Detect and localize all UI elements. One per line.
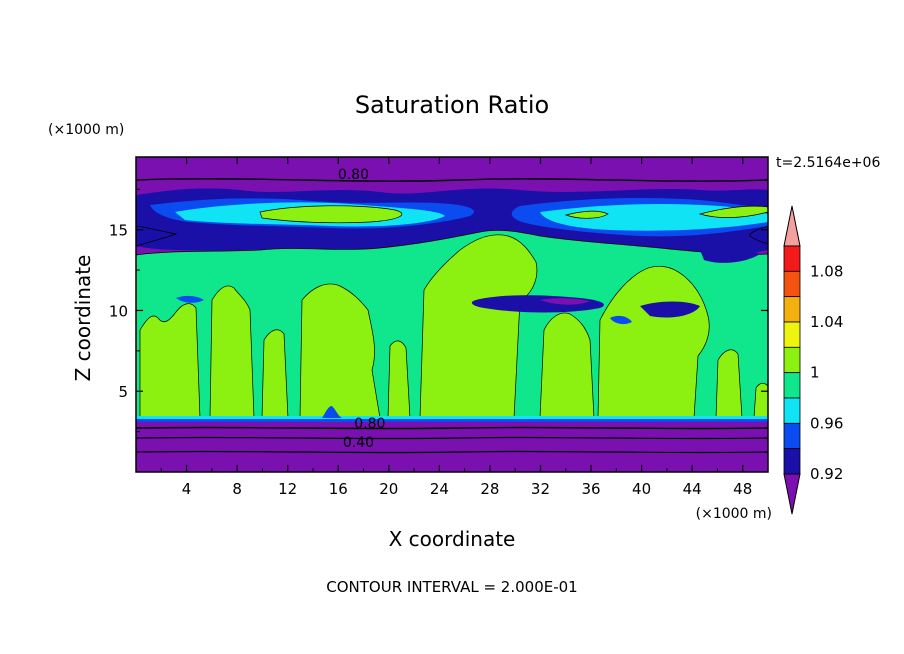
x-tick-label: 28 bbox=[480, 480, 499, 498]
y-tick-label: 15 bbox=[109, 222, 128, 240]
contour-line-lower-3 bbox=[136, 450, 768, 454]
colorbar-tick-label: 1.04 bbox=[810, 313, 843, 331]
contour-label: 0.40 bbox=[343, 435, 374, 451]
x-tick-label: 36 bbox=[581, 480, 600, 498]
colorbar-lower-triangle bbox=[783, 473, 801, 515]
contour-line-upper bbox=[136, 178, 768, 182]
upper-band-green-right bbox=[698, 205, 768, 218]
x-tick-label: 44 bbox=[683, 480, 702, 498]
x-tick-label: 4 bbox=[182, 480, 192, 498]
colorbar-tick-label: 1 bbox=[810, 364, 820, 382]
y-axis-label: Z coordinate bbox=[71, 255, 95, 382]
colorbar-box bbox=[783, 372, 801, 399]
updraft-column-7 bbox=[539, 312, 595, 419]
x-tick-label: 12 bbox=[278, 480, 297, 498]
updraft-column-1 bbox=[139, 303, 201, 419]
x-axis-ticks: 4 8 12 16 20 24 28 32 36 40 44 48 bbox=[160, 157, 752, 498]
contour-label: 0.80 bbox=[338, 167, 369, 183]
updraft-column-5 bbox=[387, 340, 411, 419]
updraft-column-2 bbox=[209, 285, 255, 419]
colorbar-box bbox=[783, 321, 801, 348]
updraft-column-6 bbox=[419, 234, 538, 419]
contour-labels: 0.80 0.80 0.40 bbox=[338, 167, 386, 451]
x-axis-label: X coordinate bbox=[389, 527, 516, 551]
contour-field bbox=[136, 157, 768, 472]
plot-frame bbox=[135, 156, 769, 473]
contour-interval-note: CONTOUR INTERVAL = 2.000E-01 bbox=[326, 578, 577, 596]
contour-label: 0.80 bbox=[354, 416, 385, 432]
y-tick-label: 5 bbox=[118, 383, 128, 401]
colorbar-box bbox=[783, 296, 801, 323]
x-tick-label: 8 bbox=[232, 480, 242, 498]
updraft-column-3 bbox=[261, 329, 289, 419]
colorbar-box bbox=[783, 397, 801, 424]
x-tick-label: 48 bbox=[733, 480, 752, 498]
lower-boundary-bump bbox=[322, 406, 342, 418]
upper-band-cyan-right bbox=[540, 204, 768, 231]
dry-pocket-center-core bbox=[540, 298, 590, 305]
x-unit-label: (×1000 m) bbox=[696, 506, 772, 522]
upper-band-green-mid bbox=[564, 210, 609, 219]
updraft-column-9 bbox=[715, 349, 743, 419]
chart-title: Saturation Ratio bbox=[355, 91, 549, 119]
colorbar-box bbox=[783, 270, 801, 298]
colorbar: 0.92 0.96 1 1.04 1.08 bbox=[783, 205, 843, 515]
colorbar-upper-triangle bbox=[783, 205, 801, 247]
colorbar-tick-label: 1.08 bbox=[810, 262, 843, 280]
lower-boundary-cyan bbox=[136, 416, 768, 421]
dry-pocket-small bbox=[610, 315, 632, 325]
y-unit-label: (×1000 m) bbox=[48, 122, 124, 138]
contour-line-lower-2 bbox=[136, 436, 768, 440]
dry-pocket-left bbox=[176, 295, 204, 303]
contour-line-lower-1 bbox=[136, 426, 768, 430]
colorbar-box bbox=[783, 422, 801, 450]
colorbar-box bbox=[783, 346, 801, 374]
x-tick-label: 20 bbox=[379, 480, 398, 498]
lower-boundary-blue bbox=[136, 419, 768, 422]
time-label: t=2.5164e+06 bbox=[776, 155, 880, 171]
updraft-column-4 bbox=[299, 283, 381, 419]
left-edge-wedge bbox=[136, 225, 178, 247]
colorbar-box bbox=[783, 448, 801, 475]
colorbar-tick-label: 0.96 bbox=[810, 414, 843, 432]
colorbar-box bbox=[783, 245, 801, 272]
y-tick-label: 10 bbox=[109, 302, 128, 320]
x-tick-label: 24 bbox=[430, 480, 449, 498]
right-edge-wedge bbox=[749, 225, 768, 245]
dry-pocket-right bbox=[640, 301, 700, 318]
y-axis-ticks: 5 10 15 bbox=[109, 188, 768, 433]
upper-band-green-left bbox=[259, 205, 402, 224]
x-tick-label: 16 bbox=[329, 480, 348, 498]
x-tick-label: 40 bbox=[632, 480, 651, 498]
dry-pocket-upper-right bbox=[700, 247, 760, 263]
colorbar-tick-label: 0.92 bbox=[810, 465, 843, 483]
x-tick-label: 32 bbox=[531, 480, 550, 498]
updraft-column-10 bbox=[753, 382, 768, 419]
